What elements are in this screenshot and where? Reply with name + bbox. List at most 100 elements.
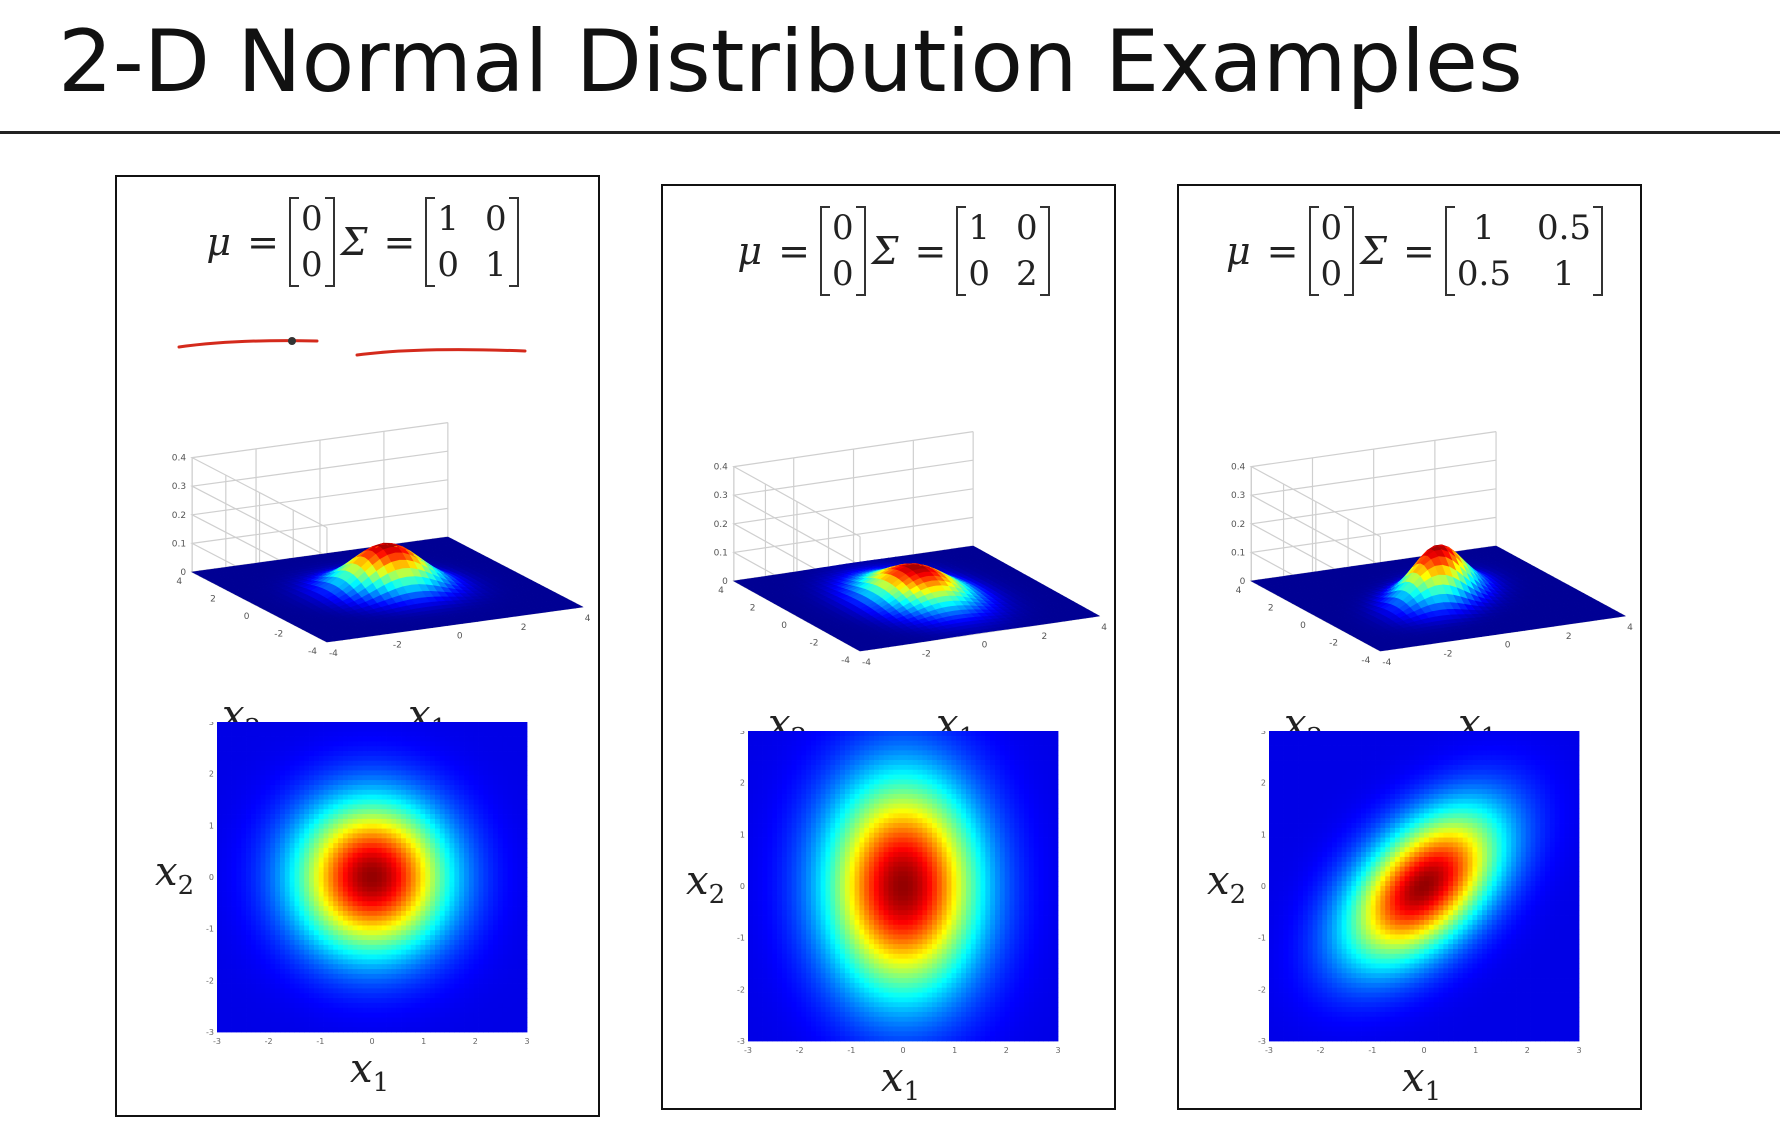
heatmap-cell — [294, 910, 300, 917]
heatmap-cell — [217, 862, 223, 868]
heatmap-cell — [391, 906, 397, 912]
heatmap-cell — [405, 755, 412, 762]
heatmap-cell — [270, 949, 276, 955]
heatmap-cell — [488, 770, 494, 776]
heatmap-cell — [391, 886, 397, 892]
heatmap-cell — [454, 954, 460, 960]
heatmap-cell — [217, 901, 223, 907]
heatmap-cell — [464, 746, 470, 752]
heatmap-cell — [352, 784, 358, 791]
heatmap-cell — [342, 852, 349, 859]
heatmap-cell — [226, 964, 232, 970]
heatmap-cell — [425, 755, 431, 762]
heatmap-cell — [231, 794, 237, 800]
heatmap-cell — [284, 973, 291, 980]
heatmap-cell — [260, 881, 266, 888]
heatmap-cell — [386, 818, 392, 825]
heatmap-cell — [473, 794, 479, 800]
heatmap-cell — [405, 1007, 412, 1014]
heatmap-cell — [309, 838, 315, 844]
heatmap-cell — [241, 760, 247, 766]
heatmap-cell — [425, 906, 431, 912]
heatmap-cell — [221, 1022, 228, 1028]
heatmap-cell — [434, 833, 441, 839]
heatmap-cell — [464, 954, 470, 960]
heatmap-cell — [342, 939, 349, 946]
heatmap-cell — [464, 910, 470, 917]
heatmap-cell — [284, 823, 291, 829]
heatmap-cell — [323, 896, 329, 902]
heatmap-cell — [497, 731, 504, 737]
heatmap-cell — [226, 949, 232, 955]
heatmap-cell — [284, 746, 291, 752]
heatmap-cell — [260, 959, 266, 965]
heatmap-cell — [381, 886, 387, 892]
heatmap-cell — [430, 741, 436, 747]
heatmap-cell — [333, 939, 339, 946]
heatmap-cell — [430, 789, 436, 796]
heatmap-cell — [226, 770, 232, 776]
heatmap-cell — [415, 814, 421, 820]
heatmap-cell — [318, 949, 324, 955]
heatmap-cell — [381, 765, 387, 771]
heatmap-cell — [401, 910, 407, 917]
heatmap-cell — [493, 809, 499, 815]
heatmap-cell — [318, 964, 324, 970]
heatmap-cell — [231, 799, 237, 805]
heatmap-cell — [347, 983, 354, 989]
heatmap-cell — [405, 741, 412, 747]
heatmap-cell — [279, 770, 286, 776]
heatmap-cell — [459, 1027, 465, 1033]
heatmap-cell — [275, 794, 281, 800]
heatmap-cell — [401, 993, 407, 999]
heatmap-cell — [338, 925, 344, 931]
heatmap-cell — [410, 1012, 416, 1018]
heatmap-cell — [464, 731, 470, 737]
heatmap-cell — [347, 969, 354, 975]
heatmap-cell — [309, 862, 315, 868]
heatmap-cell — [488, 789, 494, 796]
heatmap-cell — [217, 789, 223, 796]
heatmap-cell — [425, 784, 431, 791]
heatmap-cell — [221, 983, 228, 989]
heatmap-cell — [333, 799, 339, 805]
heatmap-cell — [333, 969, 339, 975]
heatmap-cell — [294, 944, 300, 951]
heatmap-cell — [260, 993, 266, 999]
heatmap-cell — [323, 1002, 329, 1009]
heatmap-cell — [221, 993, 228, 999]
heatmap-cell — [294, 906, 300, 912]
heatmap-cell — [372, 978, 378, 984]
heatmap-cell — [342, 949, 349, 955]
heatmap-cell — [497, 993, 504, 999]
heatmap-cell — [255, 760, 261, 766]
heatmap-cell — [405, 862, 412, 868]
heatmap-cell — [304, 814, 310, 820]
heatmap-cell — [338, 838, 344, 844]
heatmap-cell — [420, 983, 426, 989]
heatmap-cell — [318, 988, 324, 994]
heatmap-cell — [376, 969, 383, 975]
heatmap-cell — [279, 978, 286, 984]
heatmap-cell — [250, 765, 257, 771]
heatmap-cell — [231, 949, 237, 955]
heatmap-cell — [342, 969, 349, 975]
heatmap-cell — [401, 1012, 407, 1018]
heatmap-cell — [444, 780, 450, 786]
heatmap-cell — [318, 760, 324, 766]
heatmap-cell — [391, 935, 397, 941]
heatmap-cell — [328, 867, 334, 873]
heatmap-cell — [372, 799, 378, 805]
heatmap-cell — [420, 804, 426, 810]
heatmap-cell — [289, 988, 295, 994]
heatmap-cell — [401, 818, 407, 825]
heatmap-cell — [318, 765, 324, 771]
heatmap-cell — [347, 780, 354, 786]
heatmap-cell — [289, 881, 295, 888]
heatmap-cell — [323, 915, 329, 921]
heatmap-cell — [352, 993, 358, 999]
heatmap-cell — [478, 765, 484, 771]
heatmap-cell — [260, 954, 266, 960]
heatmap-cell — [250, 896, 257, 902]
heatmap-cell — [488, 1017, 494, 1023]
